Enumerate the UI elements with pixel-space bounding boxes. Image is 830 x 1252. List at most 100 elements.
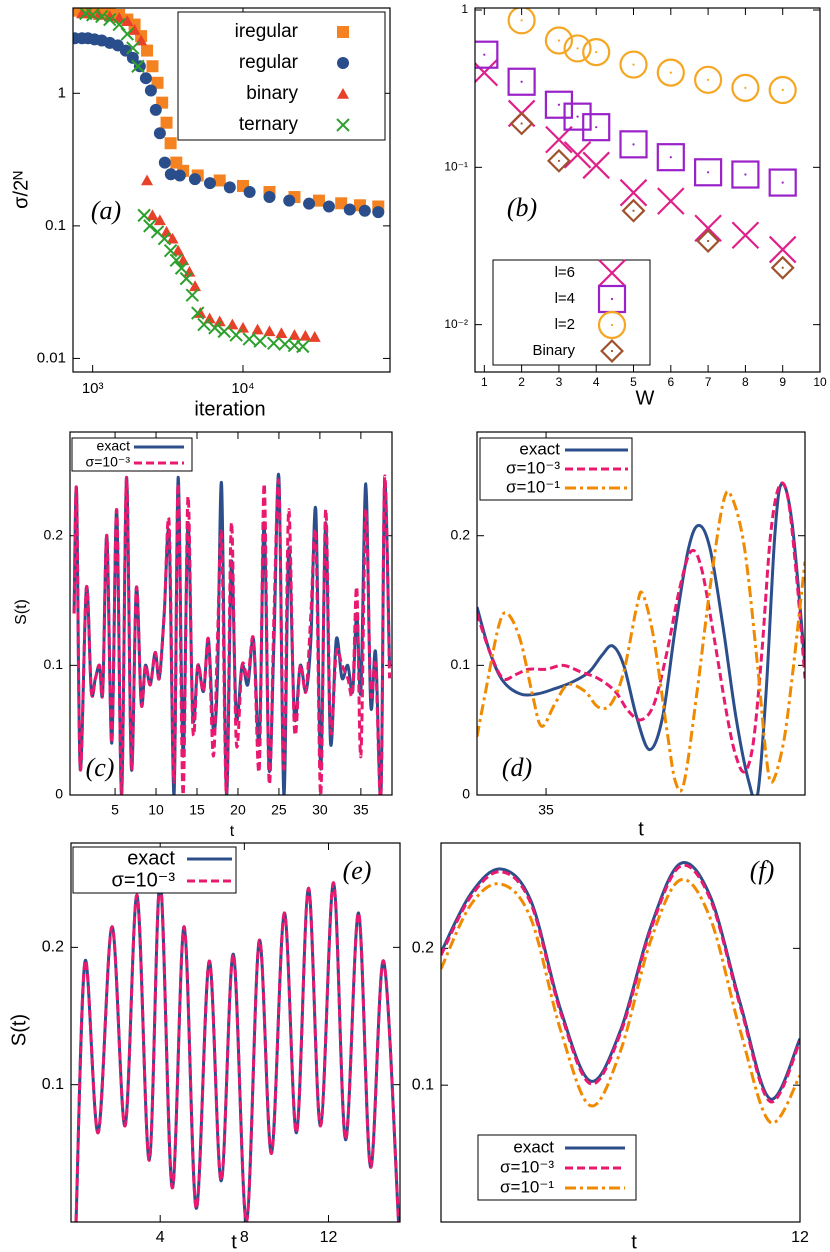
y-tick-label: 0.2: [42, 939, 64, 956]
plot-area: [477, 481, 805, 795]
marker-circle: [203, 177, 216, 190]
line: [72, 474, 392, 795]
y-axis-label: S(t): [13, 599, 30, 625]
plot-area: [72, 472, 392, 795]
x-tick-label: 10: [813, 375, 827, 389]
data-point: [343, 203, 356, 216]
x-tick-label: 35: [538, 802, 554, 818]
line: [441, 860, 800, 1101]
data-point: [191, 306, 205, 320]
legend-label: σ=10⁻³: [112, 869, 176, 891]
data-point: [95, 8, 108, 19]
data-point: [582, 38, 611, 67]
data-point: [174, 261, 189, 275]
x-axis-label: t: [231, 1231, 237, 1252]
data-point: [197, 317, 211, 332]
marker-triangle: [299, 329, 312, 341]
data-point: [242, 332, 256, 346]
marker-dot: [557, 103, 561, 106]
data-point: [164, 137, 177, 150]
data-point: [545, 125, 573, 154]
marker-triangle: [166, 232, 179, 244]
x-tick-label: 5: [630, 375, 637, 389]
marker-square: [164, 137, 177, 150]
marker-x: [694, 214, 722, 243]
data-point: [768, 168, 797, 197]
x-tick-label: 1: [481, 375, 488, 389]
legend-box: [72, 846, 237, 894]
marker-dot: [781, 266, 784, 269]
legend-label: ternary: [239, 114, 299, 135]
y-tick-label: 0: [55, 786, 63, 802]
y-tick-label: 0.1: [451, 656, 471, 672]
x-tick-label: 35: [353, 802, 369, 818]
y-tick-label: 0.1: [44, 656, 64, 672]
marker-x: [217, 324, 231, 339]
data-point: [694, 65, 723, 94]
marker-x: [157, 232, 172, 246]
legend-label: Binary: [532, 342, 575, 359]
data-point: [656, 143, 685, 172]
marker-diamond: [770, 255, 795, 280]
data-point: [694, 158, 723, 187]
marker-dot: [707, 78, 710, 81]
marker-circle: [223, 181, 236, 194]
data-point: [149, 103, 162, 116]
data-point: [172, 244, 185, 256]
marker-x: [545, 125, 573, 154]
panel-label: (a): [91, 196, 121, 225]
data-point: [194, 307, 207, 318]
marker-triangle: [189, 280, 202, 292]
marker-triangle: [194, 307, 207, 318]
data-point: [153, 214, 166, 226]
data-point: [656, 58, 685, 87]
marker-square: [312, 194, 325, 207]
data-point: [731, 160, 760, 189]
data-point: [308, 331, 321, 342]
data-point: [137, 208, 151, 223]
legend-label: regular: [239, 52, 299, 73]
x-tick-label: 2: [518, 375, 525, 389]
legend: l=6 l=4 l=2 Binary: [492, 259, 651, 366]
marker-square: [95, 8, 108, 19]
marker-circle: [243, 186, 256, 199]
marker-dot: [576, 115, 579, 118]
data-point: [126, 51, 139, 64]
y-tick-label: 0.2: [412, 940, 434, 957]
legend-label: σ=10⁻³: [500, 1157, 554, 1176]
marker-triangle: [172, 244, 185, 256]
marker-triangle: [337, 88, 349, 99]
marker-circle: [144, 84, 157, 97]
legend-label: σ=10⁻³: [86, 454, 131, 470]
marker-x: [731, 221, 760, 250]
marker-x: [197, 317, 211, 332]
marker-dot: [632, 143, 635, 146]
data-point: [126, 41, 140, 55]
data-point: [164, 168, 177, 181]
data-point: [243, 186, 256, 199]
marker-circle: [149, 103, 162, 116]
data-point: [217, 324, 231, 339]
marker-dot: [610, 349, 614, 353]
y-tick-label: 0.2: [44, 526, 64, 542]
marker-circle: [358, 204, 371, 217]
data-point: [103, 10, 116, 22]
y-tick-label: 10⁻¹: [444, 160, 468, 174]
marker-x: [208, 321, 222, 335]
plot-area: [441, 860, 800, 1125]
x-tick-label: 8: [240, 1229, 249, 1246]
marker-triangle: [263, 325, 276, 337]
marker-x: [179, 271, 194, 286]
data-point: [563, 102, 592, 131]
marker-square: [619, 130, 648, 159]
data-point: [657, 187, 685, 215]
panel-label: (d): [502, 753, 532, 782]
legend-label: exact: [513, 1137, 554, 1156]
marker-dot: [707, 171, 710, 174]
panel: 1 2 3 4 5 6 7 8 9 10 1 10⁻¹ 10⁻² Wl=6 l=4 l=2 Binary (b): [444, 2, 827, 409]
panel-label: (f): [750, 856, 775, 885]
